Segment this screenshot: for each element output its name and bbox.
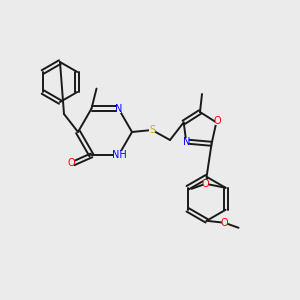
Text: O: O xyxy=(202,179,209,189)
Text: O: O xyxy=(68,158,75,168)
Bar xyxy=(114,152,125,159)
Bar xyxy=(214,117,220,125)
Bar xyxy=(149,126,155,134)
Text: NH: NH xyxy=(112,150,127,161)
Text: N: N xyxy=(182,136,190,147)
Text: N: N xyxy=(115,103,122,114)
Bar xyxy=(222,219,227,227)
Bar xyxy=(203,180,208,188)
Text: O: O xyxy=(221,218,228,228)
Bar xyxy=(116,105,121,112)
Bar xyxy=(69,159,74,167)
Bar xyxy=(184,138,189,146)
Text: S: S xyxy=(149,125,155,135)
Text: O: O xyxy=(214,116,221,126)
